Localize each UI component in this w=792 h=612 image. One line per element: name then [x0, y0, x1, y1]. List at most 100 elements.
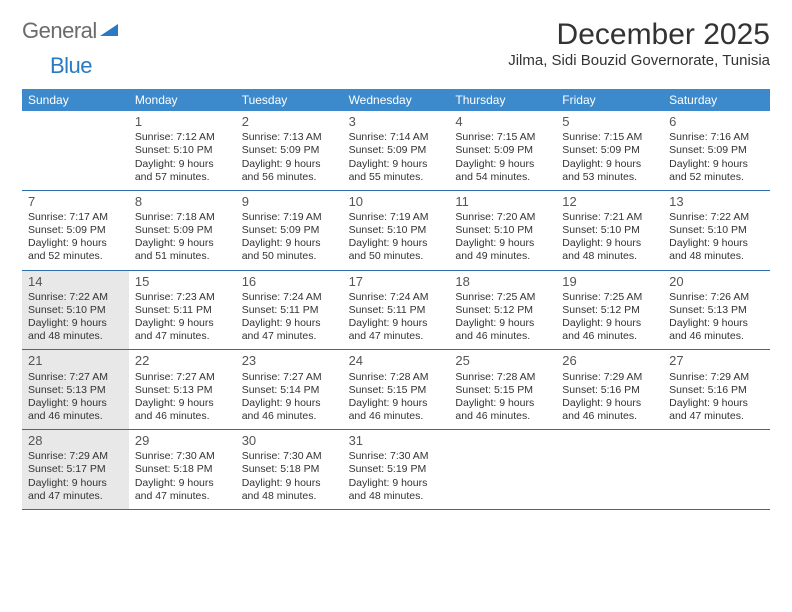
daylight-text: Daylight: 9 hours and 46 minutes. — [28, 397, 123, 423]
daylight-text: Daylight: 9 hours and 53 minutes. — [562, 158, 657, 184]
sunrise-text: Sunrise: 7:24 AM — [349, 291, 444, 304]
calendar-day-cell: 30Sunrise: 7:30 AMSunset: 5:18 PMDayligh… — [236, 430, 343, 509]
calendar-day-cell: 14Sunrise: 7:22 AMSunset: 5:10 PMDayligh… — [22, 271, 129, 350]
sunrise-text: Sunrise: 7:21 AM — [562, 211, 657, 224]
sunrise-text: Sunrise: 7:22 AM — [669, 211, 764, 224]
daylight-text: Daylight: 9 hours and 46 minutes. — [135, 397, 230, 423]
daylight-text: Daylight: 9 hours and 48 minutes. — [242, 477, 337, 503]
calendar-week-row: 28Sunrise: 7:29 AMSunset: 5:17 PM Dayligh… — [22, 430, 770, 510]
sunrise-text: Sunrise: 7:29 AM — [562, 371, 657, 384]
day-number: 29 — [135, 433, 230, 449]
weekday-header: Saturday — [663, 89, 770, 111]
sunrise-text: Sunrise: 7:28 AM — [455, 371, 550, 384]
sunset-text: Sunset: 5:10 PM — [135, 144, 230, 157]
calendar-day-cell: 29Sunrise: 7:30 AMSunset: 5:18 PMDayligh… — [129, 430, 236, 509]
sunset-text: Sunset: 5:10 PM — [562, 224, 657, 237]
calendar-day-cell: 23Sunrise: 7:27 AMSunset: 5:14 PMDayligh… — [236, 350, 343, 429]
sunrise-text: Sunrise: 7:15 AM — [455, 131, 550, 144]
daylight-text: Daylight: 9 hours and 46 minutes. — [562, 397, 657, 423]
sunrise-text: Sunrise: 7:29 AM — [669, 371, 764, 384]
daylight-text: Daylight: 9 hours and 52 minutes. — [669, 158, 764, 184]
weekday-header: Friday — [556, 89, 663, 111]
sunset-text: Sunset: 5:13 PM — [135, 384, 230, 397]
daylight-text: Daylight: 9 hours and 52 minutes. — [28, 237, 123, 263]
daylight-text: Daylight: 9 hours and 46 minutes. — [455, 397, 550, 423]
day-number: 8 — [135, 194, 230, 210]
sunrise-text: Sunrise: 7:26 AM — [669, 291, 764, 304]
daylight-text: Daylight: 9 hours and 48 minutes. — [562, 237, 657, 263]
sunset-text: Sunset: 5:16 PM — [669, 384, 764, 397]
day-number: 31 — [349, 433, 444, 449]
day-number: 10 — [349, 194, 444, 210]
sunset-text: Sunset: 5:12 PM — [562, 304, 657, 317]
logo-text-general: General — [22, 18, 97, 44]
calendar-day-cell: 21Sunrise: 7:27 AMSunset: 5:13 PMDayligh… — [22, 350, 129, 429]
day-number: 17 — [349, 274, 444, 290]
sunset-text: Sunset: 5:09 PM — [562, 144, 657, 157]
calendar-day-cell — [663, 430, 770, 509]
sunrise-text: Sunrise: 7:25 AM — [455, 291, 550, 304]
day-number: 11 — [455, 194, 550, 210]
sunset-text: Sunset: 5:18 PM — [242, 463, 337, 476]
sunset-text: Sunset: 5:12 PM — [455, 304, 550, 317]
sunrise-text: Sunrise: 7:22 AM — [28, 291, 123, 304]
sunset-text: Sunset: 5:13 PM — [669, 304, 764, 317]
weekday-header: Thursday — [449, 89, 556, 111]
sunset-text: Sunset: 5:13 PM — [28, 384, 123, 397]
calendar-day-cell: 25Sunrise: 7:28 AMSunset: 5:15 PMDayligh… — [449, 350, 556, 429]
calendar-day-cell: 20Sunrise: 7:26 AMSunset: 5:13 PMDayligh… — [663, 271, 770, 350]
daylight-text: Daylight: 9 hours and 47 minutes. — [135, 317, 230, 343]
day-number: 15 — [135, 274, 230, 290]
sunrise-text: Sunrise: 7:17 AM — [28, 211, 123, 224]
sunrise-text: Sunrise: 7:18 AM — [135, 211, 230, 224]
calendar-day-cell: 7Sunrise: 7:17 AMSunset: 5:09 PMDaylight… — [22, 191, 129, 270]
day-number: 28 — [28, 433, 123, 449]
sunset-text: Sunset: 5:09 PM — [455, 144, 550, 157]
calendar-day-cell: 5Sunrise: 7:15 AMSunset: 5:09 PMDaylight… — [556, 111, 663, 190]
daylight-text: Daylight: 9 hours and 48 minutes. — [28, 317, 123, 343]
calendar-day-cell — [22, 111, 129, 190]
logo: General — [22, 18, 120, 44]
calendar-week-row: 7Sunrise: 7:17 AMSunset: 5:09 PMDaylight… — [22, 191, 770, 271]
daylight-text: Daylight: 9 hours and 49 minutes. — [455, 237, 550, 263]
day-number: 6 — [669, 114, 764, 130]
sunrise-text: Sunrise: 7:19 AM — [349, 211, 444, 224]
sunset-text: Sunset: 5:19 PM — [349, 463, 444, 476]
day-number: 16 — [242, 274, 337, 290]
calendar-day-cell — [449, 430, 556, 509]
day-number: 21 — [28, 353, 123, 369]
daylight-text: Daylight: 9 hours and 47 minutes. — [349, 317, 444, 343]
day-number: 1 — [135, 114, 230, 130]
day-number: 9 — [242, 194, 337, 210]
sunset-text: Sunset: 5:11 PM — [242, 304, 337, 317]
daylight-text: Daylight: 9 hours and 51 minutes. — [135, 237, 230, 263]
sunset-text: Sunset: 5:09 PM — [135, 224, 230, 237]
daylight-text: Daylight: 9 hours and 46 minutes. — [455, 317, 550, 343]
day-number: 27 — [669, 353, 764, 369]
calendar-day-cell: 22Sunrise: 7:27 AMSunset: 5:13 PMDayligh… — [129, 350, 236, 429]
calendar-day-cell: 24Sunrise: 7:28 AMSunset: 5:15 PMDayligh… — [343, 350, 450, 429]
daylight-text: Daylight: 9 hours and 46 minutes. — [562, 317, 657, 343]
day-number: 23 — [242, 353, 337, 369]
daylight-text: Daylight: 9 hours and 50 minutes. — [242, 237, 337, 263]
day-number: 12 — [562, 194, 657, 210]
sunrise-text: Sunrise: 7:29 AM — [28, 450, 123, 463]
day-number: 30 — [242, 433, 337, 449]
daylight-text: Daylight: 9 hours and 57 minutes. — [135, 158, 230, 184]
daylight-text: Daylight: 9 hours and 47 minutes. — [135, 477, 230, 503]
day-number: 22 — [135, 353, 230, 369]
weekday-header: Monday — [129, 89, 236, 111]
day-number: 3 — [349, 114, 444, 130]
calendar-day-cell: 12Sunrise: 7:21 AMSunset: 5:10 PMDayligh… — [556, 191, 663, 270]
sunrise-text: Sunrise: 7:19 AM — [242, 211, 337, 224]
sunset-text: Sunset: 5:11 PM — [349, 304, 444, 317]
sunrise-text: Sunrise: 7:14 AM — [349, 131, 444, 144]
month-title: December 2025 — [508, 18, 770, 52]
daylight-text: Daylight: 9 hours and 56 minutes. — [242, 158, 337, 184]
day-number: 20 — [669, 274, 764, 290]
sunset-text: Sunset: 5:17 PM — [28, 463, 123, 476]
daylight-text: Daylight: 9 hours and 47 minutes. — [242, 317, 337, 343]
calendar-day-cell: 6Sunrise: 7:16 AMSunset: 5:09 PMDaylight… — [663, 111, 770, 190]
daylight-text: Daylight: 9 hours and 48 minutes. — [669, 237, 764, 263]
daylight-text: Daylight: 9 hours and 46 minutes. — [349, 397, 444, 423]
